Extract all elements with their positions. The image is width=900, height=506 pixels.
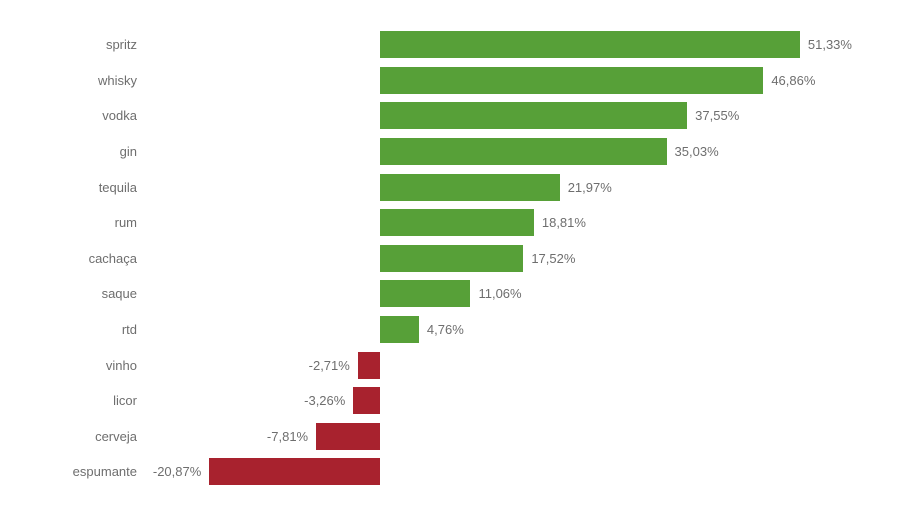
- category-label: cachaça: [88, 250, 137, 266]
- value-label: -20,87%: [152, 464, 202, 480]
- value-label: 11,06%: [478, 286, 522, 302]
- value-label: 46,86%: [771, 72, 816, 88]
- bar[interactable]: [316, 422, 380, 450]
- value-label: 35,03%: [674, 144, 719, 159]
- bar[interactable]: [380, 280, 471, 308]
- category-label: whisky: [97, 72, 137, 88]
- category-label: gin: [119, 144, 137, 159]
- category-label: rtd: [121, 322, 137, 337]
- value-label: 51,33%: [807, 37, 852, 53]
- bar[interactable]: [380, 66, 764, 94]
- category-label: tequila: [98, 179, 137, 195]
- category-label: rum: [114, 215, 137, 231]
- category-label: saque: [101, 286, 137, 302]
- category-label: vodka: [102, 108, 137, 124]
- category-label: espumante: [72, 464, 137, 480]
- bar[interactable]: [380, 138, 667, 165]
- bar[interactable]: [380, 31, 800, 59]
- bar[interactable]: [380, 316, 419, 343]
- bar[interactable]: [353, 387, 380, 415]
- value-label: 4,76%: [426, 322, 464, 337]
- category-label: spritz: [105, 37, 137, 53]
- bar[interactable]: [380, 102, 688, 130]
- value-label: 18,81%: [541, 215, 586, 231]
- value-label: 17,52%: [531, 250, 576, 266]
- bar[interactable]: [380, 209, 534, 237]
- bar[interactable]: [357, 351, 380, 379]
- value-label: -7,81%: [266, 428, 309, 444]
- value-label: -2,71%: [308, 357, 350, 373]
- value-label: -3,26%: [304, 393, 346, 409]
- value-label: 37,55%: [695, 108, 740, 124]
- category-label: licor: [113, 393, 137, 409]
- bar[interactable]: [209, 458, 380, 486]
- category-label: vinho: [105, 357, 137, 373]
- category-label: cerveja: [95, 428, 137, 444]
- value-label: 21,97%: [567, 179, 612, 195]
- bar[interactable]: [380, 244, 524, 272]
- bar[interactable]: [380, 173, 560, 201]
